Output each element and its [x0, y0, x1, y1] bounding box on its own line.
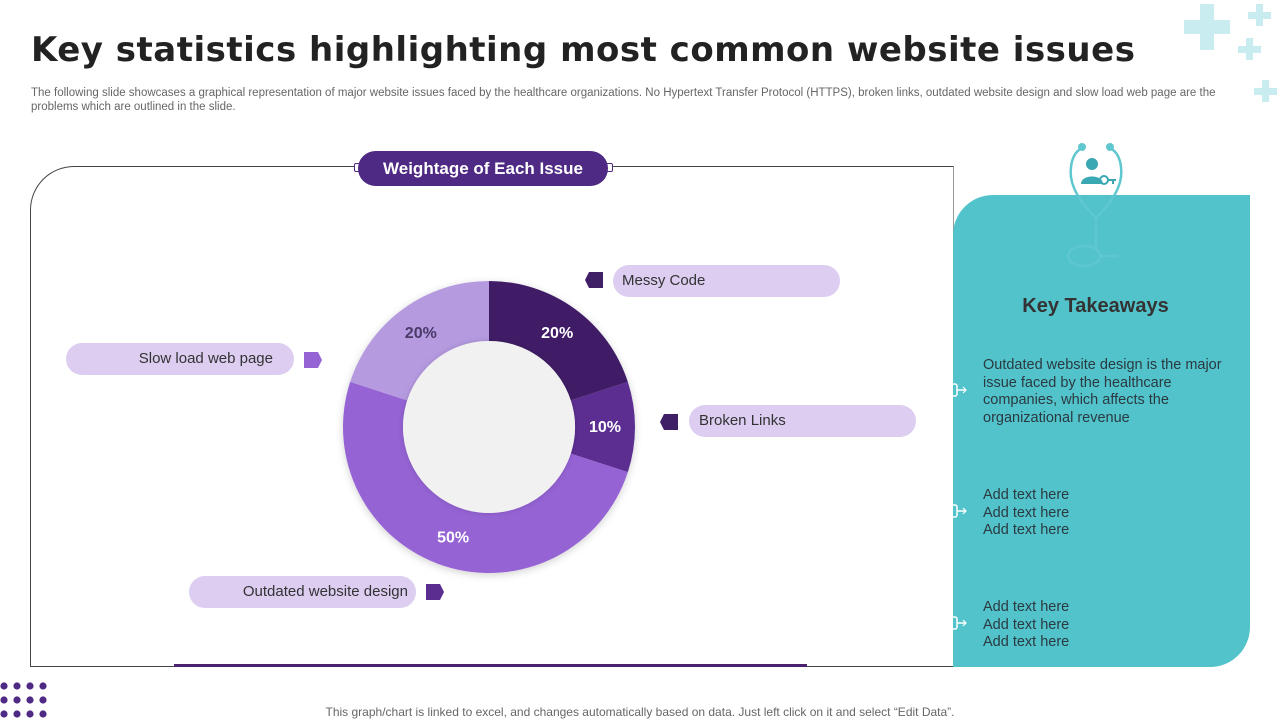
takeaway-item-2-line: Add text here [983, 522, 1070, 538]
stethoscope-user-key-icon [1066, 143, 1123, 268]
donut-slice-outdated-website-design[interactable] [343, 381, 628, 573]
donut-data-label: 50% [437, 529, 469, 546]
callout-outdated-design: Outdated website design [189, 576, 416, 608]
donut-data-label: 20% [405, 325, 437, 342]
donut-slice-messy-code[interactable] [489, 281, 628, 401]
callout-messy-code-label: Messy Code [622, 272, 706, 289]
takeaway-item-1: Outdated website design is the major iss… [983, 357, 1222, 426]
callout-messy-code-tag-icon [585, 272, 603, 288]
takeaway-item-2-line: Add text here [983, 487, 1070, 503]
callout-messy-code: Messy Code [613, 265, 840, 297]
bullet-connector-icon [946, 383, 967, 397]
chart-frame-underline [174, 664, 807, 667]
decorative-plus-icons [1184, 4, 1277, 102]
callout-outdated-design-label: Outdated website design [242, 583, 408, 600]
callout-slow-load-label: Slow load web page [138, 350, 273, 367]
callout-slow-load: Slow load web page [66, 343, 294, 375]
callout-broken-links: Broken Links [689, 405, 916, 437]
bullet-connector-icon [946, 504, 967, 518]
donut-hole [403, 341, 575, 513]
callout-slow-load-tag-icon [304, 352, 322, 368]
takeaway-item-2: Add text here Add text here Add text her… [983, 487, 1233, 540]
takeaway-item-2-line: Add text here [983, 504, 1070, 521]
takeaway-item-3-line: Add text here [983, 599, 1070, 615]
donut-slice-broken-links[interactable] [570, 381, 635, 473]
footer-note: This graph/chart is linked to excel, and… [325, 705, 955, 719]
callout-broken-links-label: Broken Links [699, 412, 786, 429]
callout-broken-links-tag-icon [660, 414, 678, 430]
key-takeaways-panel [953, 195, 1250, 667]
bullet-connector-icon [946, 616, 967, 630]
takeaway-item-3: Add text here Add text here Add text her… [983, 599, 1233, 652]
takeaway-item-3-line: Add text here [983, 616, 1070, 633]
takeaway-item-3-line: Add text here [983, 634, 1070, 650]
donut-slice-slow-load-web-page[interactable] [350, 281, 489, 401]
page-title: Key statistics highlighting most common … [31, 30, 1136, 70]
donut-data-label: 10% [589, 419, 621, 436]
decorative-dots-icon [0, 682, 47, 718]
key-takeaways-title: Key Takeaways [1022, 295, 1169, 317]
page-subtitle: The following slide showcases a graphica… [31, 87, 1216, 113]
callout-outdated-design-tag-icon [426, 584, 444, 600]
chart-header-pill: Weightage of Each Issue [358, 151, 608, 186]
donut-data-label: 20% [541, 325, 573, 342]
